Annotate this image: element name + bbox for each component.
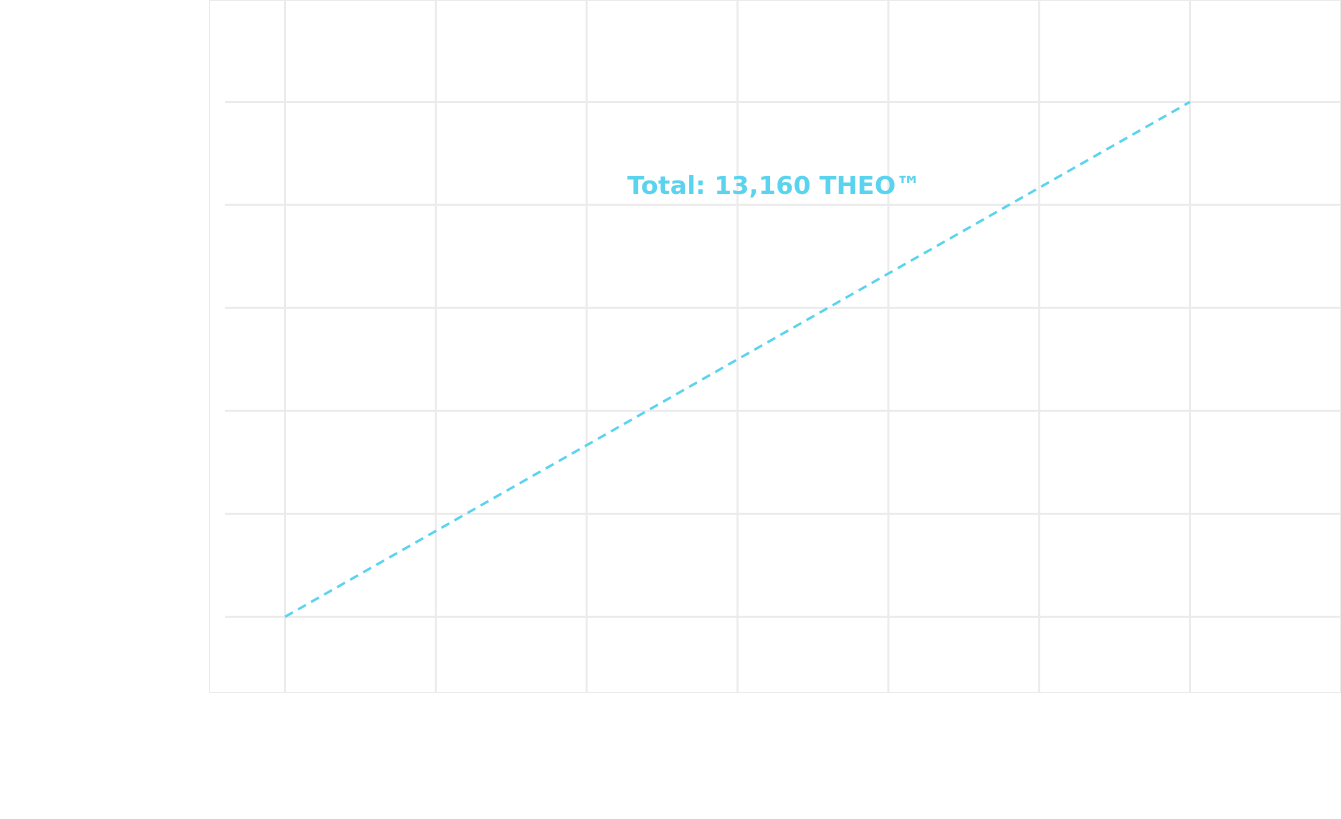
y-tick-label: 6000 [139,506,175,522]
plot-frame [209,0,1341,693]
y-tick-label: 12000 [130,197,175,213]
y-tick-label: 8000 [139,403,175,419]
y-tick-label: 4000 [139,609,175,625]
data-line [284,100,1191,618]
annotation: Total: 13,160 THEO™ [627,171,920,200]
y-tick-label: 14000 [130,94,175,110]
y-tick-label: 10000 [130,300,175,316]
